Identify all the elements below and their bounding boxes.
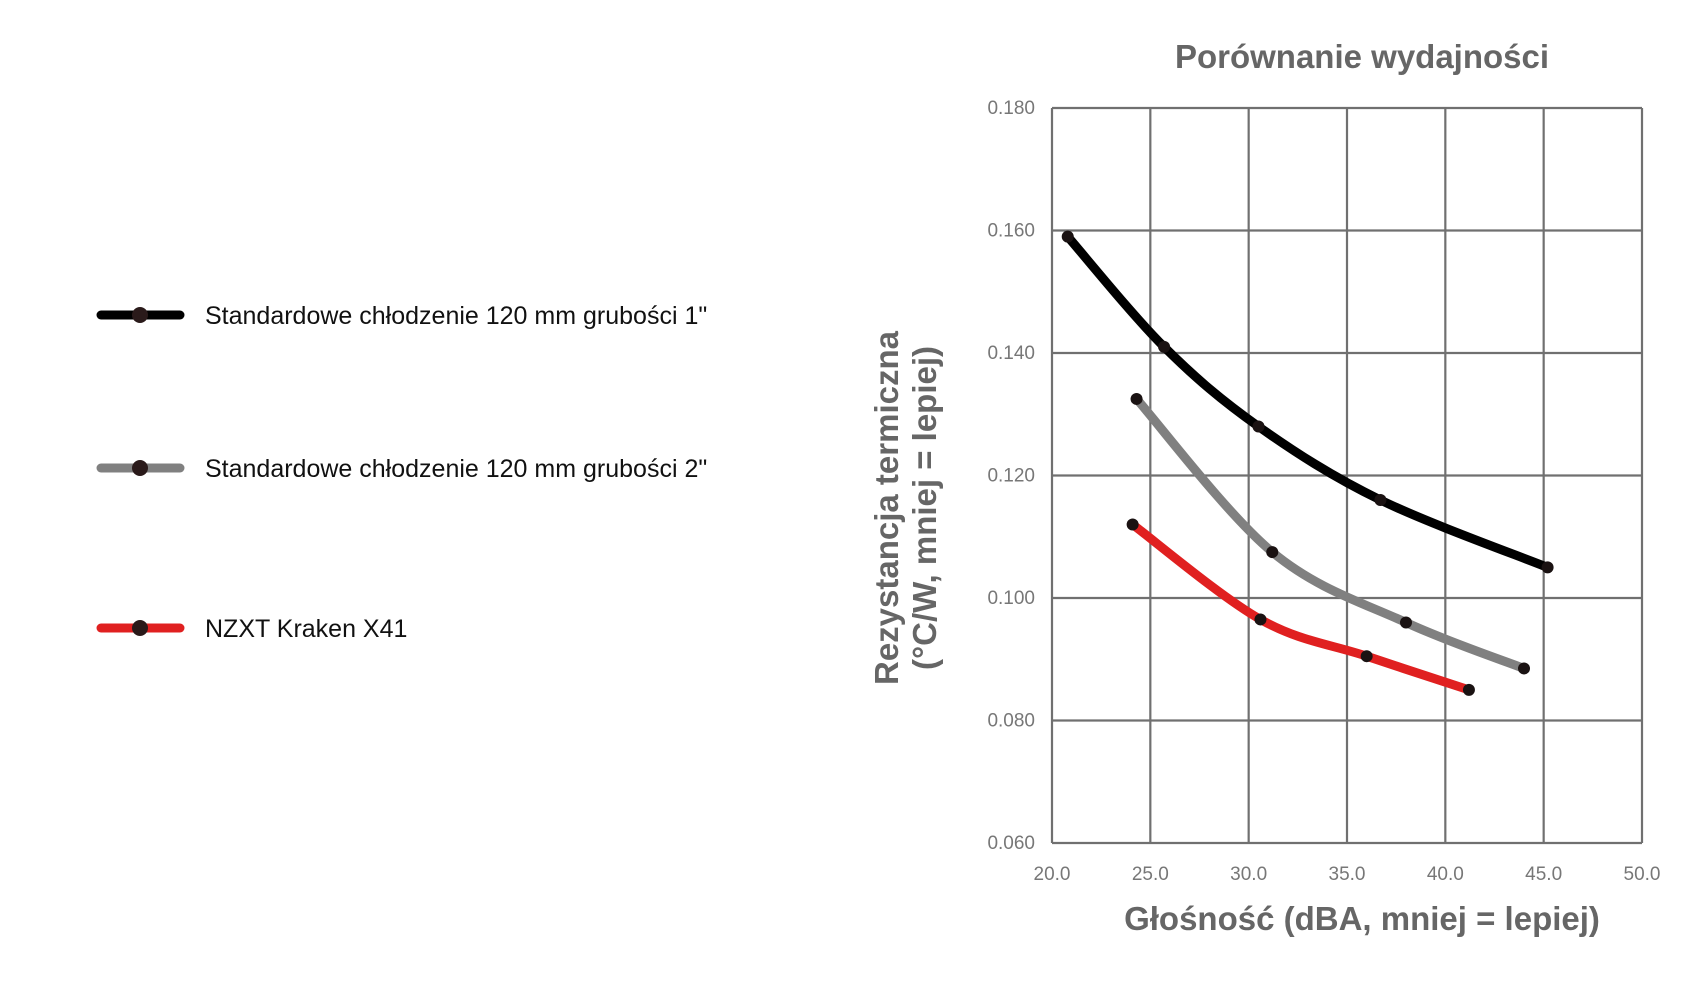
y-tick-label-6: 0.180 — [987, 98, 1035, 119]
x-axis-label: Głośność (dBA, mniej = lepiej) — [1124, 900, 1600, 937]
y-tick-label-0: 0.060 — [987, 833, 1035, 854]
series-points — [1061, 230, 1554, 696]
data-point-1-2 — [1400, 616, 1412, 629]
data-point-0-0 — [1061, 230, 1074, 243]
chart-title: Porównanie wydajności — [1175, 38, 1549, 75]
y-tick-label-2: 0.100 — [987, 588, 1035, 609]
legend-item-1: Standardowe chłodzenie 120 mm grubości 2… — [96, 455, 707, 483]
y-tick-label-1: 0.080 — [987, 711, 1035, 732]
legend-label-2: NZXT Kraken X41 — [205, 615, 407, 643]
x-axis-ticks: 20.0 25.0 30.0 35.0 40.0 45.0 50.0 — [1034, 864, 1661, 885]
legend-swatch-marker-1 — [132, 460, 148, 476]
data-point-2-0 — [1126, 518, 1139, 531]
data-point-0-3 — [1374, 494, 1387, 506]
grid — [1050, 106, 1644, 845]
y-axis-label-line2: (°C/W, mniej = lepiej) — [906, 346, 943, 670]
data-point-2-2 — [1360, 650, 1373, 663]
legend-label-0: Standardowe chłodzenie 120 mm grubości 1… — [205, 302, 707, 330]
data-point-1-1 — [1266, 546, 1279, 559]
x-tick-label-4: 40.0 — [1427, 864, 1464, 885]
data-point-1-0 — [1130, 392, 1143, 405]
legend-label-1: Standardowe chłodzenie 120 mm grubości 2… — [205, 455, 707, 483]
y-tick-label-3: 0.120 — [987, 466, 1035, 487]
series-line-1 — [1132, 394, 1529, 673]
x-tick-label-0: 20.0 — [1034, 864, 1071, 885]
data-point-2-1 — [1254, 613, 1267, 626]
series-lines — [1063, 232, 1553, 695]
data-point-1-3 — [1518, 662, 1530, 675]
y-tick-label-4: 0.140 — [987, 343, 1035, 364]
data-point-0-1 — [1158, 340, 1171, 353]
x-tick-label-5: 45.0 — [1525, 864, 1562, 885]
x-tick-label-2: 30.0 — [1230, 864, 1267, 885]
x-tick-label-3: 35.0 — [1329, 864, 1366, 885]
legend-item-2: NZXT Kraken X41 — [96, 615, 407, 643]
data-point-0-4 — [1541, 561, 1554, 574]
data-point-0-2 — [1252, 420, 1265, 433]
y-axis-label-line1: Rezystancja termiczna — [868, 330, 905, 685]
y-axis-label: Rezystancja termiczna (°C/W, mniej = lep… — [868, 330, 943, 685]
y-axis-ticks: 0.060 0.080 0.100 0.120 0.140 0.160 0.180 — [987, 98, 1035, 854]
series-line-2 — [1128, 520, 1474, 695]
data-point-2-3 — [1462, 683, 1475, 696]
x-tick-label-6: 50.0 — [1624, 864, 1661, 885]
y-tick-label-5: 0.160 — [987, 221, 1035, 242]
legend: Standardowe chłodzenie 120 mm grubości 1… — [96, 302, 707, 643]
legend-swatch-marker-2 — [132, 620, 148, 636]
legend-swatch-marker-0 — [132, 307, 148, 323]
x-tick-label-1: 25.0 — [1132, 864, 1169, 885]
legend-item-0: Standardowe chłodzenie 120 mm grubości 1… — [96, 302, 707, 330]
